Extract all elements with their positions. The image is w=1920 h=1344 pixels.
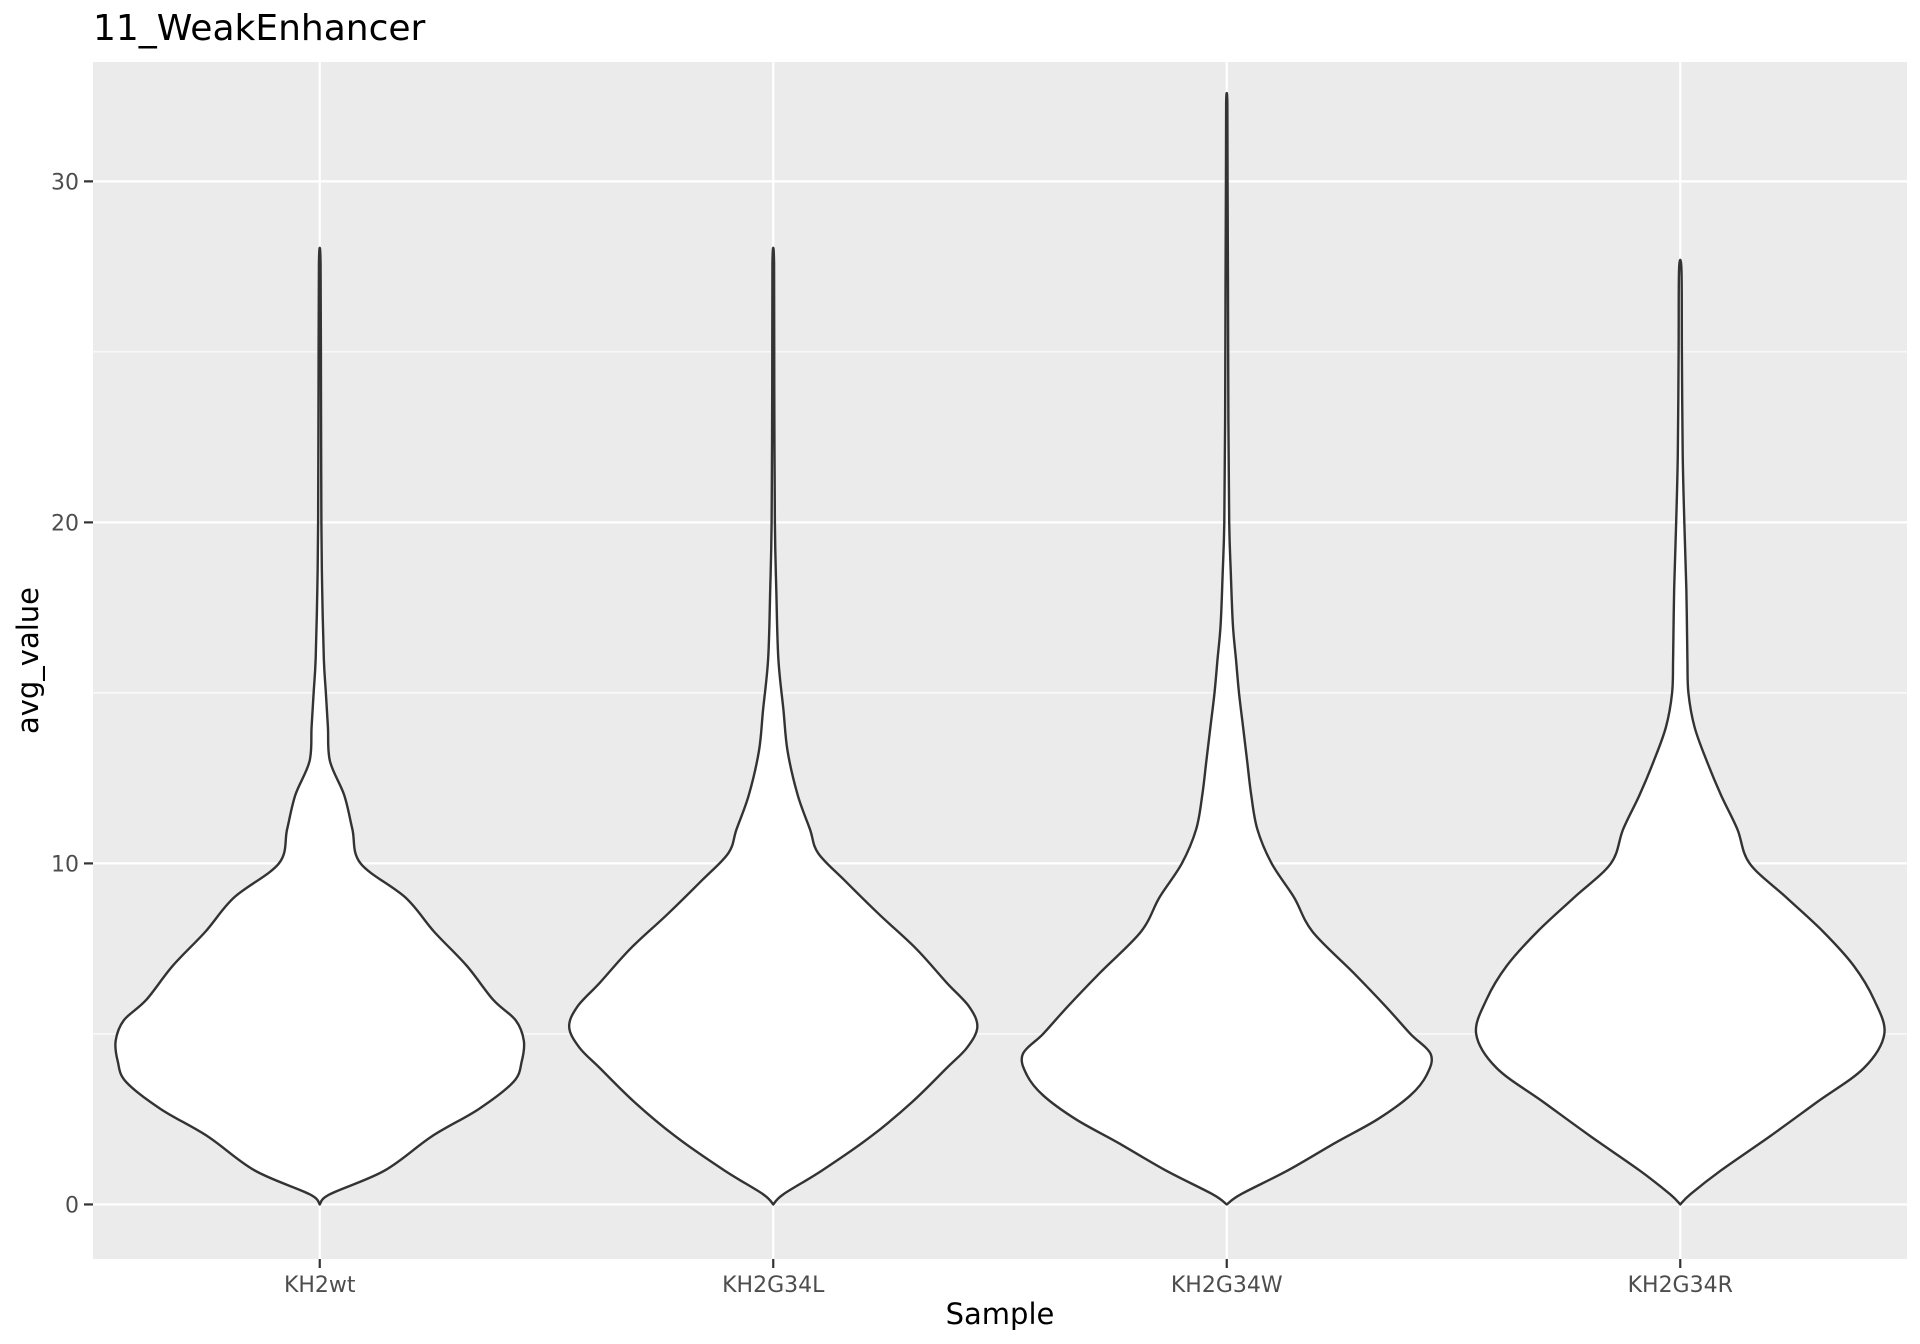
x-tick-label-KH2G34R: KH2G34R	[1628, 1273, 1733, 1298]
x-tick-label-KH2G34W: KH2G34W	[1171, 1273, 1283, 1298]
y-tick-label: 10	[51, 852, 79, 877]
violin-KH2G34L	[567, 246, 979, 1206]
y-axis-title: avg_value	[11, 587, 45, 734]
axes: 0 10 20 30 KH2wt KH2G34L KH2G34W KH2G34R	[51, 170, 1733, 1298]
y-tick-label: 30	[51, 170, 79, 195]
x-tick-label-KH2G34L: KH2G34L	[722, 1273, 825, 1298]
violins	[114, 91, 1886, 1206]
y-tick-label: 20	[51, 511, 79, 536]
chart-title: 11_WeakEnhancer	[93, 8, 426, 49]
x-axis-title: Sample	[946, 1297, 1055, 1331]
violin-KH2G34W	[1020, 91, 1434, 1206]
x-tick-label-KH2wt: KH2wt	[284, 1273, 356, 1298]
y-tick-label: 0	[65, 1193, 79, 1218]
violin-KH2wt	[114, 246, 526, 1206]
violin-KH2G34R	[1474, 258, 1886, 1206]
